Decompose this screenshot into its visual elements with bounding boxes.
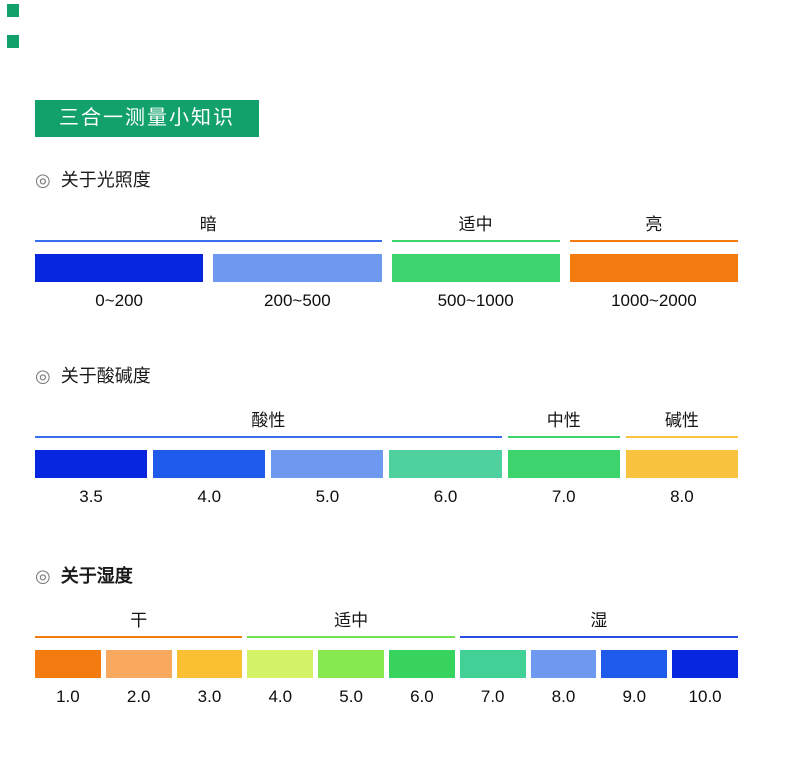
scale-value: 3.5	[79, 487, 103, 506]
color-swatch	[271, 450, 384, 478]
color-swatch	[625, 450, 738, 478]
page-title-badge: 三合一测量小知识	[35, 100, 259, 137]
group-label-text: 酸性	[251, 411, 286, 430]
ph-group-label-row: 酸性 中性 碱性	[35, 410, 738, 438]
humidity-color-scale	[35, 650, 738, 678]
scale-value: 4.0	[268, 687, 293, 706]
group-label-acidic: 酸性	[35, 410, 502, 438]
color-swatch	[459, 650, 526, 678]
section-illuminance: ◎ 关于光照度 暗 适中 亮 0~200 200~500 500~1000 10…	[35, 168, 738, 312]
illuminance-color-scale	[35, 254, 738, 282]
humidity-value-row: 1.0 2.0 3.0 4.0 5.0 6.0 7.0 8.0 9.0 10.0	[35, 686, 738, 708]
group-label-moderate: 适中	[391, 214, 560, 242]
decor-square-second	[7, 35, 19, 48]
decor-square-top	[7, 4, 19, 17]
scale-value: 1.0	[56, 687, 80, 706]
group-label-neutral: 中性	[507, 410, 620, 438]
scale-value: 200~500	[264, 291, 331, 310]
group-label-moderate: 适中	[247, 610, 455, 638]
scale-value: 7.0	[551, 487, 576, 506]
group-label-text: 适中	[334, 611, 369, 630]
color-swatch	[176, 650, 243, 678]
color-swatch	[213, 254, 382, 282]
scale-value: 10.0	[688, 687, 722, 706]
color-swatch	[318, 650, 384, 678]
group-label-text: 暗	[199, 215, 217, 234]
color-swatch	[247, 650, 314, 678]
scale-value: 8.0	[670, 487, 694, 506]
color-swatch	[35, 254, 204, 282]
group-label-text: 中性	[546, 411, 581, 430]
group-label-text: 碱性	[664, 411, 699, 430]
scale-value: 6.0	[433, 487, 458, 506]
bullseye-icon: ◎	[35, 366, 51, 386]
scale-value: 3.0	[197, 687, 222, 706]
color-swatch	[530, 650, 597, 678]
page-content: 三合一测量小知识 ◎ 关于光照度 暗 适中 亮 0~200 200~500	[35, 100, 738, 708]
group-label-text: 湿	[590, 611, 608, 630]
section-ph-title: ◎ 关于酸碱度	[35, 364, 738, 388]
section-humidity-title: ◎ 关于湿度	[35, 564, 738, 588]
scale-value: 6.0	[410, 687, 434, 706]
group-label-dark: 暗	[35, 214, 382, 242]
scale-value: 4.0	[197, 487, 222, 506]
group-label-wet: 湿	[459, 610, 738, 638]
color-swatch	[389, 650, 455, 678]
section-illuminance-title: ◎ 关于光照度	[35, 168, 738, 192]
group-label-bright: 亮	[569, 214, 738, 242]
section-humidity: ◎ 关于湿度 干 适中 湿 1.0	[35, 564, 738, 708]
group-label-alkaline: 碱性	[625, 410, 738, 438]
section-ph-title-text: 关于酸碱度	[60, 366, 151, 386]
bullseye-icon: ◎	[35, 566, 51, 586]
color-swatch	[569, 254, 738, 282]
scale-value: 500~1000	[437, 291, 514, 310]
group-label-text: 适中	[458, 215, 493, 234]
scale-value: 5.0	[315, 487, 340, 506]
ph-value-row: 3.5 4.0 5.0 6.0 7.0 8.0	[35, 486, 738, 508]
color-swatch	[153, 450, 266, 478]
color-swatch	[389, 450, 502, 478]
section-illuminance-title-text: 关于光照度	[60, 170, 151, 190]
scale-value: 7.0	[480, 687, 505, 706]
group-label-text: 干	[130, 611, 148, 630]
ph-color-scale	[35, 450, 738, 478]
section-humidity-title-text: 关于湿度	[60, 566, 133, 586]
illuminance-value-row: 0~200 200~500 500~1000 1000~2000	[35, 290, 738, 312]
scale-value: 2.0	[126, 687, 151, 706]
bullseye-icon: ◎	[35, 170, 51, 190]
color-swatch	[601, 650, 668, 678]
scale-value: 1000~2000	[611, 291, 697, 310]
section-ph: ◎ 关于酸碱度 酸性 中性 碱性 3.5 4.0 5.0 6.0	[35, 364, 738, 508]
humidity-group-label-row: 干 适中 湿	[35, 610, 738, 638]
illuminance-group-label-row: 暗 适中 亮	[35, 214, 738, 242]
group-label-text: 亮	[645, 215, 663, 234]
color-swatch	[105, 650, 172, 678]
color-swatch	[35, 650, 101, 678]
scale-value: 0~200	[95, 291, 143, 310]
color-swatch	[672, 650, 738, 678]
group-label-dry: 干	[35, 610, 243, 638]
scale-value: 8.0	[551, 687, 576, 706]
scale-value: 9.0	[622, 687, 647, 706]
color-swatch	[35, 450, 148, 478]
color-swatch	[391, 254, 560, 282]
scale-value: 5.0	[339, 687, 363, 706]
color-swatch	[507, 450, 620, 478]
